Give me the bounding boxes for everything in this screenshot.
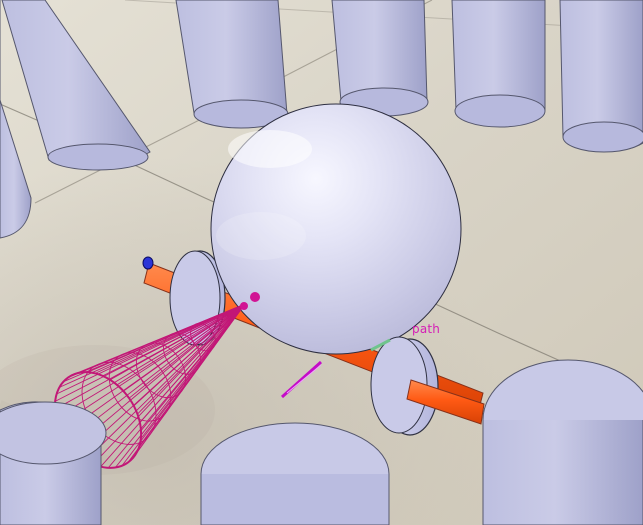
wheel-axle <box>406 379 485 425</box>
pillar-cylinder <box>331 0 429 117</box>
cone-wire-line <box>95 303 246 374</box>
pillar-cylinder <box>559 0 643 153</box>
cone-wire-line <box>102 303 246 377</box>
cone-wire-line <box>107 303 246 469</box>
cone-wire-ring <box>217 313 231 328</box>
cone-wire-line <box>123 303 246 392</box>
pillar-cylinder <box>482 359 643 525</box>
cone-wire-line <box>55 303 246 418</box>
cone-wire-ring <box>108 352 172 422</box>
cone-wire-ring <box>163 332 201 375</box>
front-marker <box>142 256 154 270</box>
cone-wire-line <box>121 303 246 466</box>
pillar-cylinder <box>451 0 546 128</box>
robot-sphere-body[interactable] <box>210 103 462 355</box>
pillar-cylinder <box>0 0 32 239</box>
right-wheel[interactable] <box>370 336 439 436</box>
cone-wire-ring <box>135 342 187 399</box>
cone-wire-line <box>85 303 246 461</box>
cone-wire-line <box>78 303 246 456</box>
cone-wire-line <box>109 303 246 381</box>
path-marker <box>280 338 391 399</box>
pillar-cylinder <box>0 401 107 525</box>
cone-wire-line <box>127 303 246 463</box>
cone-wire-line <box>58 303 246 427</box>
cone-wire-line <box>100 303 246 467</box>
cone-wire-line <box>116 303 246 386</box>
cone-wire-line <box>115 303 246 468</box>
pillar-cylinder <box>200 422 390 525</box>
pillar-cylinder <box>1 0 151 171</box>
